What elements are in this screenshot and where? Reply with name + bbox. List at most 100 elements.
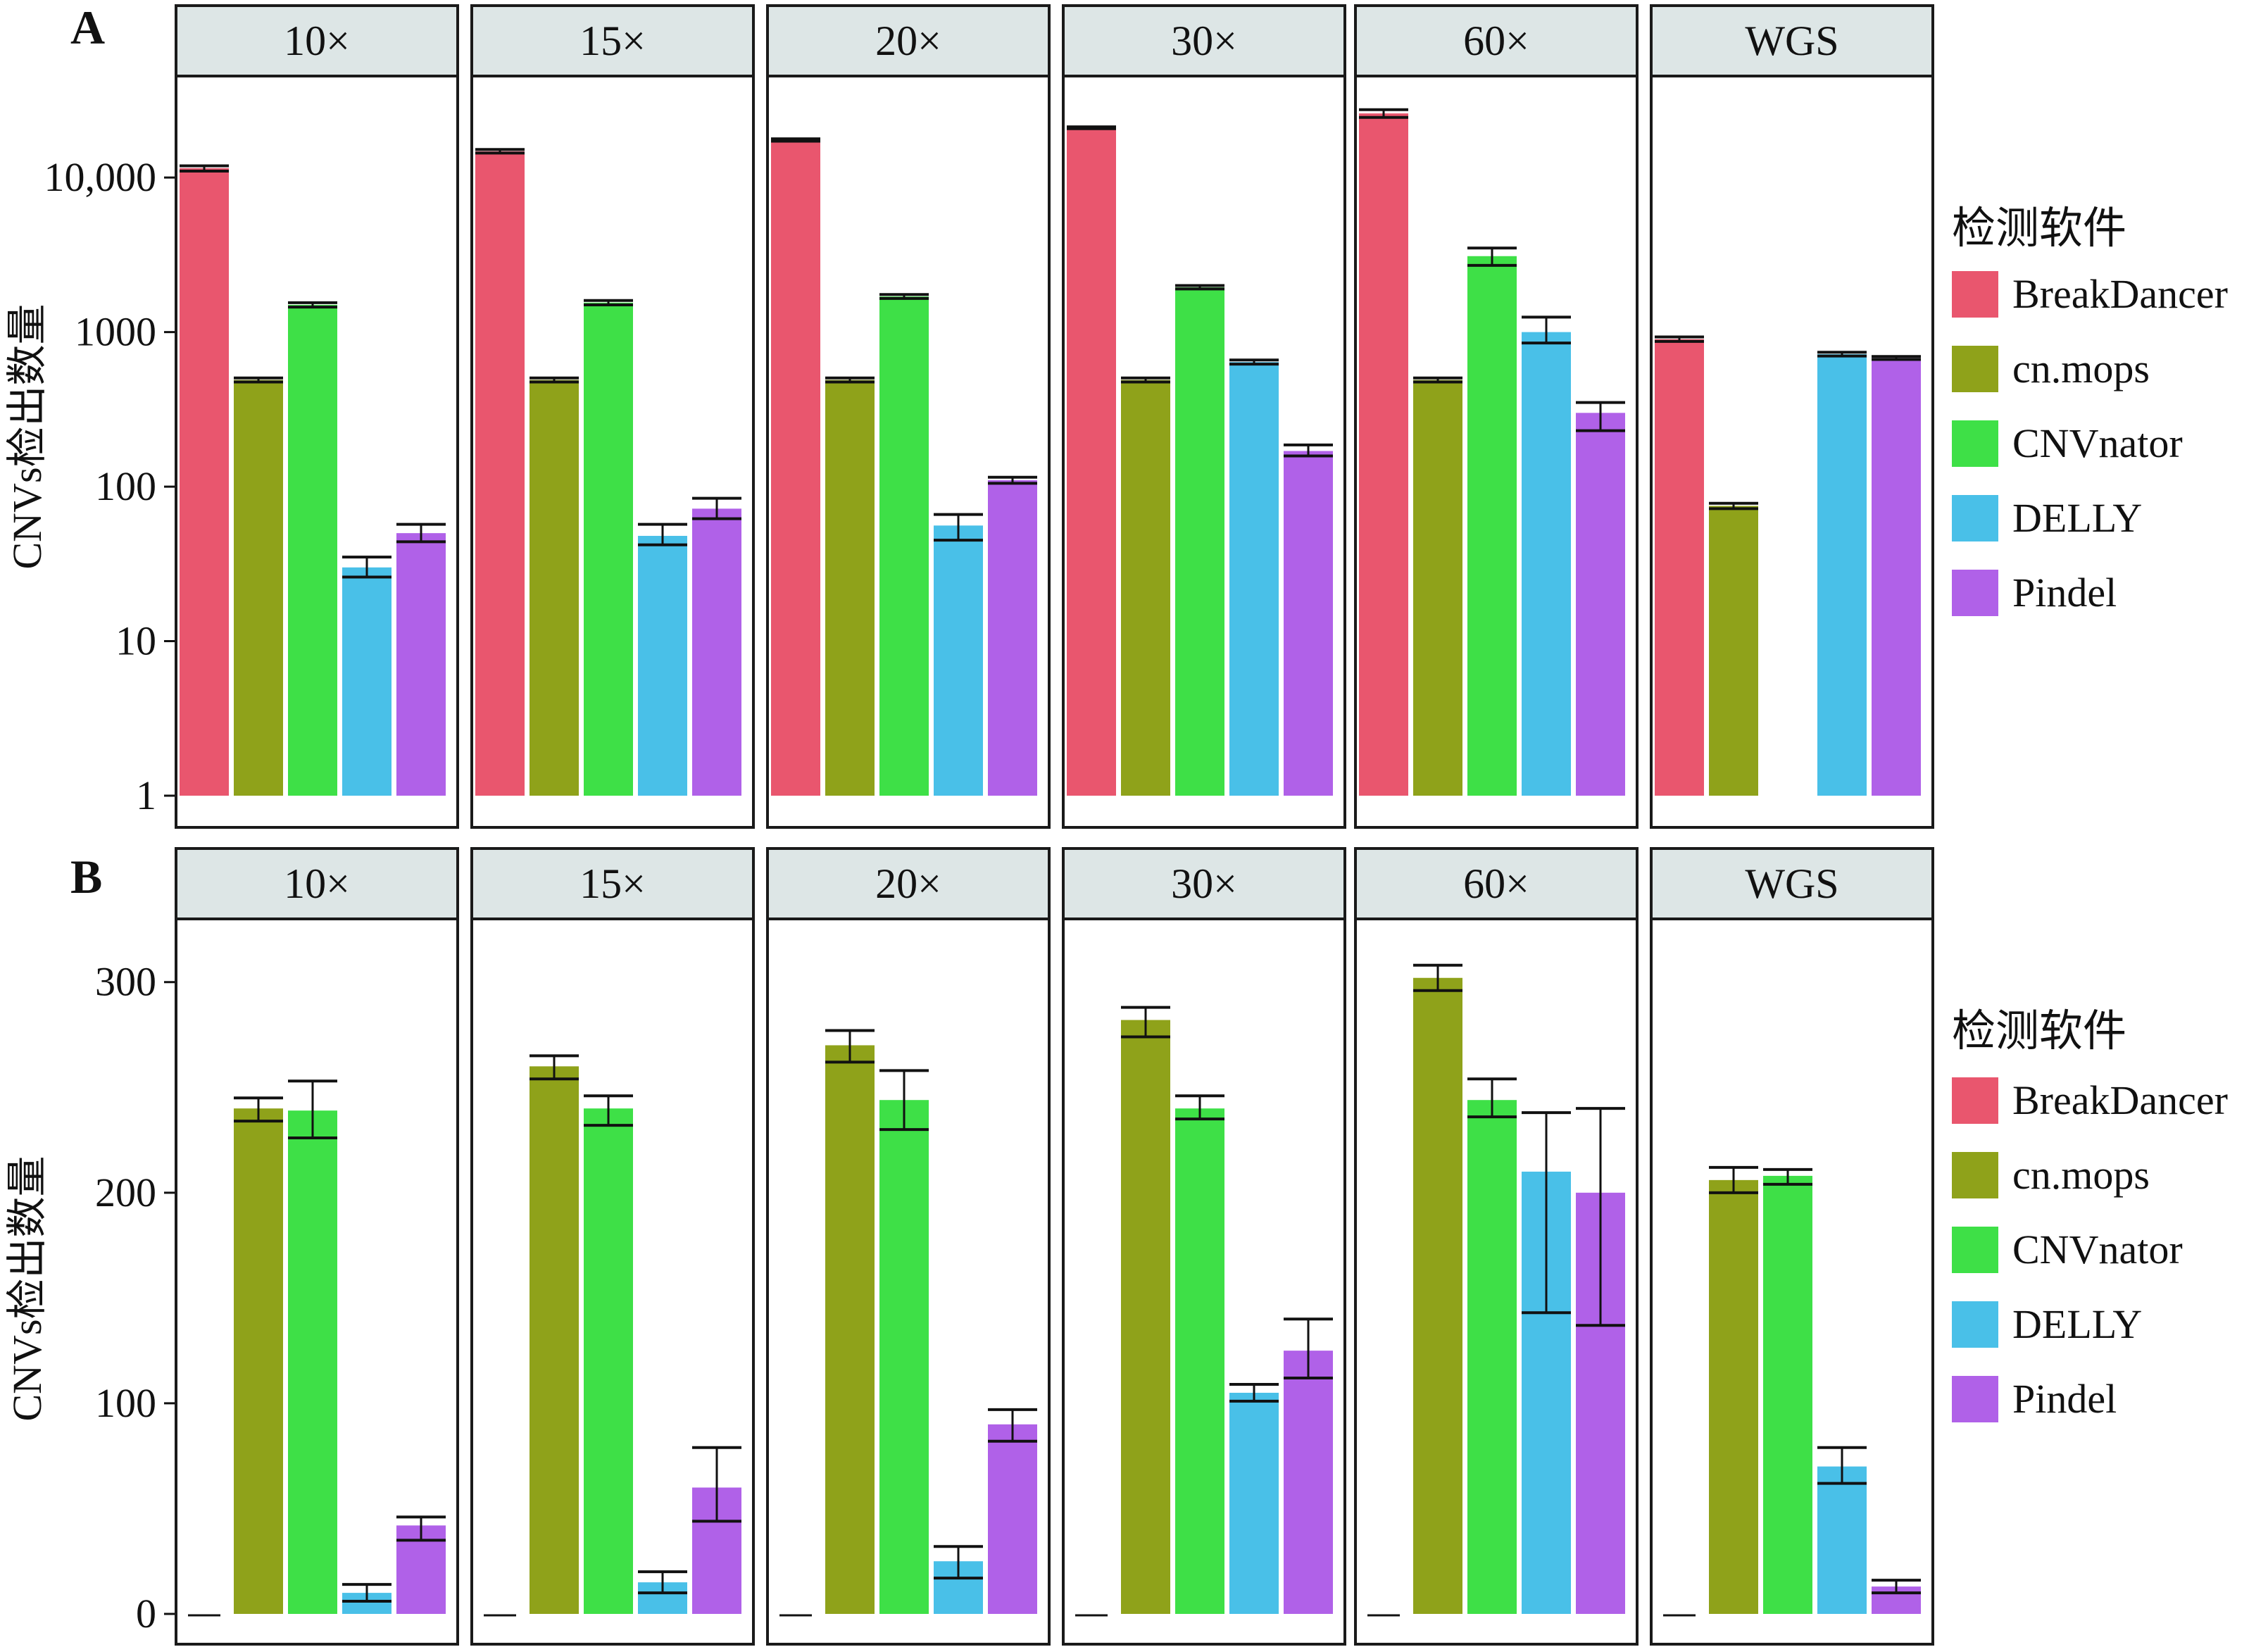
bar-cn-mops bbox=[1121, 1020, 1170, 1614]
facet-strip bbox=[470, 4, 755, 77]
facet-B-3: 30× bbox=[1062, 847, 1346, 1646]
bar-breakdancer bbox=[771, 139, 820, 796]
legend-label: cn.mops bbox=[2012, 1152, 2150, 1198]
bar-delly bbox=[1522, 332, 1571, 796]
facet-label: 20× bbox=[875, 18, 941, 64]
legend-title: 检测软件 bbox=[1952, 1008, 2126, 1056]
facet-strip bbox=[1062, 847, 1346, 920]
chart-panel-A: A CNVs检出数量 1 10 100 1000 10,000 10× 15× 20× 30× 60×… bbox=[4, 1, 2228, 829]
bar-breakdancer bbox=[180, 168, 229, 796]
legend-swatch-pindel bbox=[1952, 1376, 1998, 1422]
bar-cnvnator bbox=[879, 296, 929, 796]
bar-pindel bbox=[692, 508, 741, 796]
y-axis-title: CNVs检出数量 bbox=[4, 303, 50, 569]
bar-cnvnator bbox=[584, 302, 633, 796]
bar-cn-mops bbox=[825, 1045, 875, 1614]
facet-strip bbox=[1062, 4, 1346, 77]
facet-label: 30× bbox=[1171, 860, 1237, 907]
legend-label: DELLY bbox=[2012, 495, 2142, 541]
bar-delly bbox=[1817, 1466, 1867, 1614]
facet-label: 15× bbox=[579, 18, 646, 64]
y-tick-label: 0 bbox=[136, 1591, 156, 1636]
facet-B-1: 15× bbox=[470, 847, 755, 1646]
bar-delly bbox=[1817, 353, 1867, 796]
bar-delly bbox=[342, 567, 391, 796]
facet-strip bbox=[175, 4, 459, 77]
facet-A-3: 30× bbox=[1062, 4, 1346, 829]
legend-label: BreakDancer bbox=[2012, 1077, 2228, 1123]
facet-A-5: WGS bbox=[1650, 4, 1934, 829]
bar-cn-mops bbox=[1413, 380, 1462, 796]
bar-cnvnator bbox=[1467, 1100, 1517, 1614]
legend-swatch-delly bbox=[1952, 1301, 1998, 1348]
bar-cn-mops bbox=[234, 380, 283, 796]
facet-strip bbox=[1650, 847, 1934, 920]
legend-swatch-cnvnator bbox=[1952, 1227, 1998, 1273]
bar-cn-mops bbox=[825, 380, 875, 796]
legend-A: 检测软件 BreakDancer cn.mops CNVnator DELLY Pinde… bbox=[1952, 205, 2228, 616]
bar-cnvnator bbox=[1175, 287, 1224, 796]
y-tick-label: 1000 bbox=[75, 309, 156, 355]
legend-label: CNVnator bbox=[2012, 420, 2183, 466]
facet-A-4: 60× bbox=[1354, 4, 1639, 829]
legend-title: 检测软件 bbox=[1952, 205, 2126, 253]
facet-strip bbox=[1354, 4, 1639, 77]
bar-delly bbox=[1229, 1392, 1279, 1614]
y-tick-label: 100 bbox=[95, 463, 156, 509]
facet-strip bbox=[1650, 4, 1934, 77]
bar-breakdancer bbox=[1067, 127, 1116, 796]
bar-cnvnator bbox=[1175, 1108, 1224, 1614]
facet-B-0: 10× bbox=[175, 847, 459, 1646]
bar-pindel bbox=[396, 533, 446, 796]
chart-panel-B: B CNVs检出数量 0 100 200 300 10× 15× 20× 30× 60× WGS 检测软… bbox=[4, 847, 2228, 1646]
panel-letter: A bbox=[70, 1, 105, 54]
bar-cnvnator bbox=[288, 1110, 337, 1614]
bar-cn-mops bbox=[1121, 380, 1170, 796]
bar-cnvnator bbox=[288, 304, 337, 796]
legend-label: DELLY bbox=[2012, 1301, 2142, 1347]
facet-A-0: 10× bbox=[175, 4, 459, 829]
y-tick-label: 200 bbox=[95, 1170, 156, 1215]
facet-strip bbox=[470, 847, 755, 920]
legend-swatch-breakdancer bbox=[1952, 1077, 1998, 1124]
bar-pindel bbox=[1872, 358, 1921, 796]
legend-label: CNVnator bbox=[2012, 1227, 2183, 1272]
facet-strip bbox=[766, 4, 1051, 77]
facet-label: WGS bbox=[1745, 860, 1838, 907]
bar-delly bbox=[1229, 362, 1279, 796]
facet-label: 60× bbox=[1463, 18, 1529, 64]
bar-pindel bbox=[1576, 413, 1625, 796]
facet-label: 20× bbox=[875, 860, 941, 907]
facet-B-4: 60× bbox=[1354, 847, 1639, 1646]
facet-label: WGS bbox=[1745, 18, 1838, 64]
bar-cnvnator bbox=[1467, 256, 1517, 796]
facet-B-5: WGS bbox=[1650, 847, 1934, 1646]
legend-swatch-cn-mops bbox=[1952, 346, 1998, 392]
y-tick-label: 10,000 bbox=[44, 154, 157, 200]
bar-cn-mops bbox=[530, 380, 579, 796]
bar-breakdancer bbox=[475, 151, 525, 796]
panel-letter: B bbox=[70, 850, 102, 903]
legend-swatch-delly bbox=[1952, 495, 1998, 541]
y-tick-label: 100 bbox=[95, 1380, 156, 1426]
facet-label: 10× bbox=[284, 18, 350, 64]
legend-swatch-breakdancer bbox=[1952, 271, 1998, 318]
bar-delly bbox=[638, 536, 687, 796]
legend-swatch-cnvnator bbox=[1952, 420, 1998, 467]
facet-label: 60× bbox=[1463, 860, 1529, 907]
facet-B-2: 20× bbox=[766, 847, 1051, 1646]
facet-label: 30× bbox=[1171, 18, 1237, 64]
bar-cnvnator bbox=[1763, 1175, 1812, 1614]
bar-pindel bbox=[1284, 451, 1333, 796]
y-tick-label: 300 bbox=[95, 959, 156, 1005]
facet-strip bbox=[766, 847, 1051, 920]
bar-pindel bbox=[1284, 1351, 1333, 1614]
y-axis-title: CNVs检出数量 bbox=[4, 1156, 50, 1421]
bar-pindel bbox=[988, 480, 1037, 796]
bar-cn-mops bbox=[234, 1108, 283, 1614]
facet-A-1: 15× bbox=[470, 4, 755, 829]
bar-breakdancer bbox=[1655, 339, 1704, 796]
bar-cnvnator bbox=[879, 1100, 929, 1614]
facet-label: 10× bbox=[284, 860, 350, 907]
